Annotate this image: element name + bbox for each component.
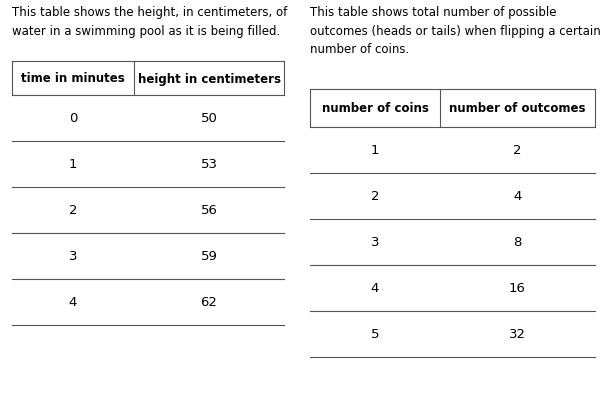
Text: number of outcomes: number of outcomes <box>449 102 586 115</box>
Text: 8: 8 <box>513 236 522 249</box>
Text: 2: 2 <box>513 144 522 157</box>
Text: 2: 2 <box>69 204 77 217</box>
Text: 4: 4 <box>513 190 522 203</box>
Text: 16: 16 <box>509 282 526 295</box>
Text: 59: 59 <box>200 250 217 263</box>
Text: 53: 53 <box>200 158 217 171</box>
Text: 1: 1 <box>371 144 379 157</box>
Text: 62: 62 <box>200 296 217 309</box>
Text: 2: 2 <box>371 190 379 203</box>
Text: 0: 0 <box>69 112 77 125</box>
Text: 4: 4 <box>69 296 77 309</box>
Text: 1: 1 <box>69 158 77 171</box>
Text: 3: 3 <box>371 236 379 249</box>
Text: This table shows the height, in centimeters, of
water in a swimming pool as it i: This table shows the height, in centimet… <box>12 6 287 37</box>
Text: height in centimeters: height in centimeters <box>138 72 281 85</box>
Text: 3: 3 <box>69 250 77 263</box>
Text: number of coins: number of coins <box>322 102 429 115</box>
Text: 50: 50 <box>200 112 217 125</box>
Text: 4: 4 <box>371 282 379 295</box>
Text: 5: 5 <box>371 328 379 341</box>
Text: 56: 56 <box>200 204 217 217</box>
Text: 32: 32 <box>509 328 526 341</box>
Text: time in minutes: time in minutes <box>21 72 125 85</box>
Text: This table shows total number of possible
outcomes (heads or tails) when flippin: This table shows total number of possibl… <box>310 6 600 56</box>
